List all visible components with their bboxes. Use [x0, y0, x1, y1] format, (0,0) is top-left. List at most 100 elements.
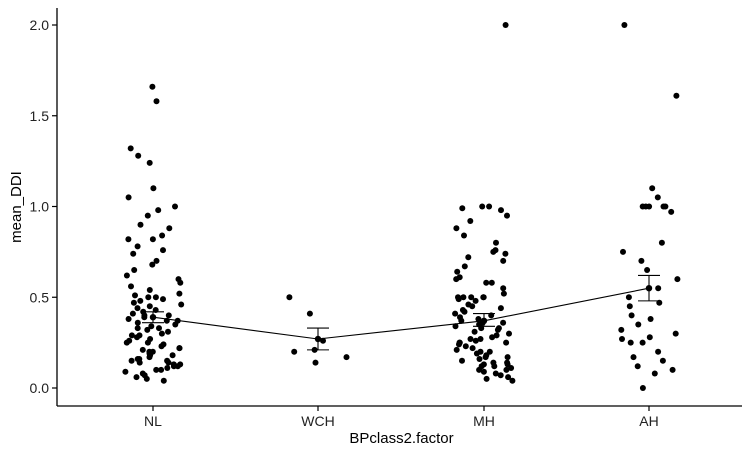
- data-point: [458, 317, 465, 324]
- data-point: [158, 366, 165, 373]
- data-point: [149, 83, 156, 90]
- data-point: [638, 257, 645, 264]
- data-point: [668, 208, 675, 215]
- data-point: [452, 310, 459, 317]
- data-point: [639, 385, 646, 391]
- data-point: [625, 294, 632, 301]
- data-point: [134, 305, 141, 312]
- data-point: [291, 348, 298, 355]
- data-point: [662, 203, 669, 210]
- data-point: [133, 374, 140, 381]
- data-point: [500, 319, 507, 326]
- data-point: [145, 294, 152, 301]
- data-point: [476, 356, 483, 362]
- data-point: [122, 368, 129, 375]
- summary-layer: [142, 274, 660, 351]
- data-point: [473, 350, 480, 357]
- data-point: [477, 336, 484, 342]
- data-point: [482, 354, 489, 361]
- data-point: [467, 218, 474, 224]
- data-point: [160, 377, 167, 384]
- data-point: [164, 365, 171, 371]
- y-tick-label: 0.5: [30, 289, 50, 305]
- data-point: [469, 303, 476, 310]
- data-point: [152, 294, 159, 301]
- data-point: [639, 339, 646, 346]
- data-point: [125, 236, 132, 243]
- data-point: [149, 261, 156, 268]
- data-point: [144, 212, 151, 219]
- y-tick-label: 1.0: [30, 199, 50, 215]
- data-point: [497, 305, 504, 312]
- data-point: [153, 366, 160, 373]
- mean-point: [645, 285, 653, 292]
- data-point: [123, 272, 130, 279]
- x-axis-title: BPclass2.factor: [349, 430, 453, 447]
- data-point: [649, 185, 656, 192]
- data-point: [459, 205, 466, 212]
- data-point: [494, 326, 501, 333]
- data-point: [619, 336, 625, 342]
- x-tick-label: MH: [473, 413, 495, 429]
- data-point: [136, 359, 143, 366]
- data-point: [172, 321, 179, 328]
- data-point: [125, 316, 132, 322]
- data-point: [453, 225, 460, 232]
- data-point: [453, 276, 460, 283]
- data-point: [153, 257, 160, 264]
- data-point: [672, 330, 679, 337]
- y-tick-label: 1.5: [30, 108, 50, 124]
- data-point: [461, 263, 468, 270]
- y-axis-title: mean_DDI: [8, 171, 25, 243]
- x-tick-label: WCH: [301, 413, 334, 429]
- data-point: [128, 332, 135, 339]
- data-point: [480, 368, 487, 375]
- data-point: [497, 372, 504, 379]
- data-point: [506, 330, 512, 337]
- data-point: [472, 297, 479, 304]
- data-point: [489, 334, 496, 341]
- data-point: [149, 236, 156, 243]
- data-point: [125, 194, 132, 201]
- data-point: [129, 310, 136, 317]
- data-point: [459, 357, 465, 364]
- data-point: [127, 145, 134, 152]
- data-point: [461, 308, 468, 315]
- data-point: [505, 374, 512, 381]
- y-tick-label: 0.0: [30, 380, 50, 396]
- data-point: [674, 276, 681, 283]
- data-point: [312, 359, 319, 366]
- data-point: [492, 370, 499, 377]
- data-point: [165, 359, 172, 366]
- data-point: [471, 328, 478, 335]
- data-point: [508, 365, 515, 371]
- data-point: [456, 341, 462, 348]
- data-point: [131, 267, 138, 273]
- y-tick-label: 2.0: [30, 17, 50, 33]
- data-point: [306, 310, 313, 317]
- data-point: [144, 339, 151, 346]
- data-point: [673, 92, 680, 99]
- data-point: [493, 239, 499, 246]
- data-point: [504, 212, 510, 219]
- data-point: [467, 336, 474, 342]
- data-point: [626, 303, 633, 310]
- data-point: [136, 332, 143, 339]
- data-point: [646, 334, 653, 341]
- data-point: [658, 239, 665, 246]
- mean-point: [314, 335, 322, 343]
- x-ticks: NL WCH MH AH: [144, 406, 659, 429]
- data-point: [134, 325, 141, 332]
- data-point: [130, 250, 137, 257]
- data-point: [172, 203, 178, 210]
- x-tick-label: NL: [144, 413, 162, 429]
- data-point: [509, 377, 516, 384]
- data-point: [130, 299, 137, 306]
- data-point: [177, 279, 184, 286]
- data-point: [465, 254, 472, 261]
- data-point: [488, 279, 495, 286]
- data-point: [480, 294, 487, 301]
- data-point: [500, 290, 507, 297]
- data-point: [498, 207, 504, 214]
